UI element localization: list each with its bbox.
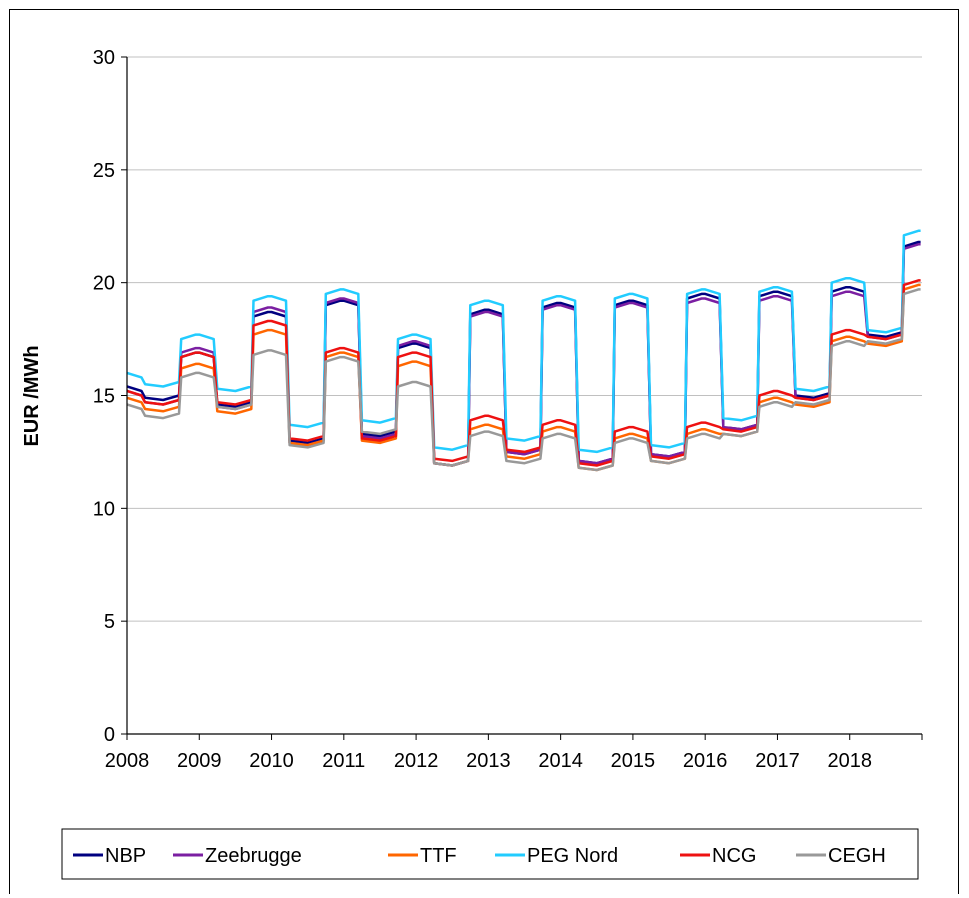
y-tick-label: 15 [93,386,115,408]
series-line-peg-nord [126,229,921,454]
legend: NBP Zeebrugge TTF PEG Nord NCG CEGH [61,828,919,880]
x-tick-label: 2008 [105,750,150,772]
y-tick-label: 25 [93,160,115,182]
y-tick-label: 10 [93,498,115,520]
x-tick-label: 2018 [827,750,872,772]
x-axis-ticks: 2008 2009 2010 2011 2012 2013 2014 2015 2016 2017… [105,734,923,772]
series-line-cegh [126,288,921,472]
y-tick-label: 0 [104,724,115,746]
series-line-ncg [126,279,921,467]
y-tick-label: 30 [93,47,115,69]
x-tick-label: 2017 [755,750,800,772]
chart-frame [9,9,959,894]
series-lines [126,229,921,472]
legend-label: PEG Nord [527,845,618,867]
series-line-nbp [126,240,921,467]
legend-label: Zeebrugge [205,845,302,867]
x-tick-label: 2010 [249,750,294,772]
gridlines [127,56,922,622]
x-tick-label: 2015 [611,750,656,772]
x-tick-label: 2014 [538,750,583,772]
axes [126,57,922,735]
legend-label: NBP [105,845,146,867]
y-axis-label: EUR /MWh [21,345,43,446]
x-tick-label: 2009 [177,750,222,772]
legend-label: NCG [712,845,756,867]
x-tick-label: 2016 [683,750,728,772]
series-line-ttf [126,283,921,472]
y-tick-label: 20 [93,273,115,295]
x-tick-label: 2012 [394,750,439,772]
y-axis-ticks: 0 5 10 15 20 25 30 [93,47,127,746]
x-tick-label: 2011 [322,750,365,772]
x-tick-label: 2013 [466,750,511,772]
legend-label: CEGH [828,845,886,867]
legend-box [61,828,919,880]
y-tick-label: 5 [104,611,115,633]
series-line-zeebrugge [126,243,921,467]
legend-label: TTF [420,845,457,867]
